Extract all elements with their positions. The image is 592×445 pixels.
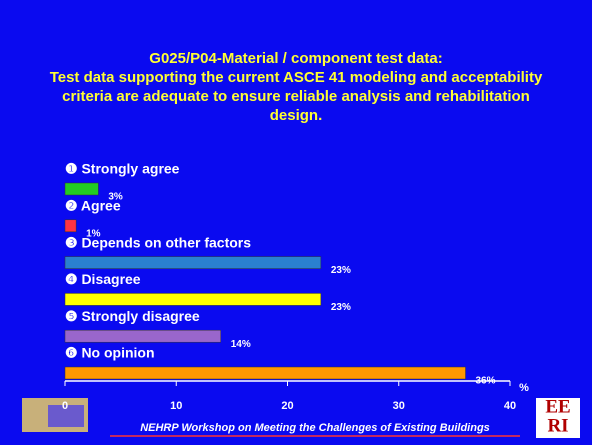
bar — [65, 257, 321, 269]
value-label: 23% — [331, 265, 351, 276]
bar — [65, 293, 321, 305]
logo-text: EE — [545, 396, 570, 417]
title-block: G025/P04-Material / component test data:… — [40, 49, 552, 125]
chart-title: G025/P04-Material / component test data: — [40, 49, 552, 68]
category-label: ❻ No opinion — [65, 345, 155, 361]
x-tick-label: 30 — [393, 400, 405, 412]
logo-text: RI — [547, 415, 568, 436]
category-label: ❶ Strongly agree — [65, 161, 180, 177]
bar — [65, 183, 98, 195]
x-tick-label: 20 — [281, 400, 293, 412]
value-label: 36% — [476, 376, 496, 387]
x-tick-label: 40 — [504, 400, 516, 412]
footer: NEHRP Workshop on Meeting the Challenges… — [140, 422, 490, 434]
value-label: 14% — [231, 339, 251, 350]
chart-subtitle: Test data supporting the current ASCE 41… — [40, 68, 552, 125]
bar — [65, 330, 221, 342]
category-label: ❺ Strongly disagree — [65, 308, 200, 324]
x-tick-label: 0 — [62, 400, 68, 412]
category-label: ❸ Depends on other factors — [65, 234, 251, 250]
bar — [65, 367, 466, 379]
category-label: ❹ Disagree — [65, 271, 141, 287]
atc-logo — [22, 398, 88, 432]
slide: G025/P04-Material / component test data:… — [0, 0, 592, 445]
category-label: ❷ Agree — [65, 198, 121, 214]
x-axis-label: % — [519, 382, 529, 394]
x-tick-label: 10 — [170, 400, 182, 412]
value-label: 23% — [331, 302, 351, 313]
bar — [65, 220, 76, 232]
